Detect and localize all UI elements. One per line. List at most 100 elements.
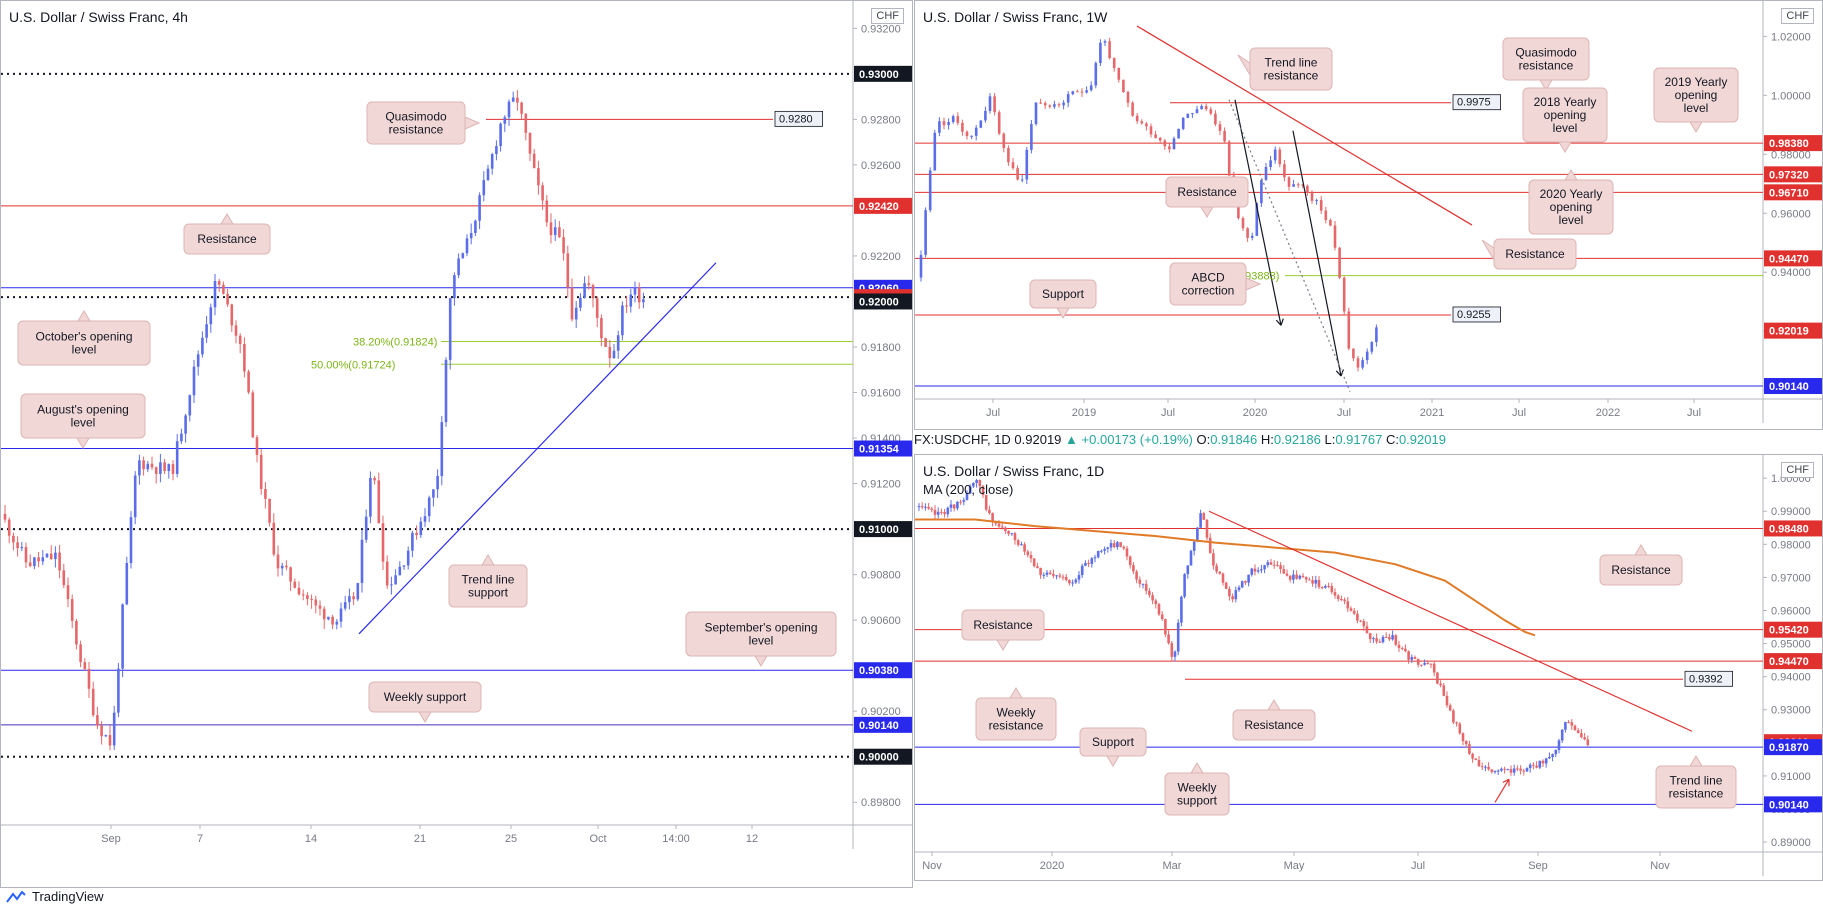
candle-body — [1567, 722, 1570, 724]
chart-panel-4h[interactable]: 0.93200 0.92800 0.92600 0.92200 0.91800 0.916… — [0, 0, 913, 888]
price-tag-text: 0.9975 — [1457, 97, 1491, 109]
callout-box[interactable] — [1493, 238, 1577, 270]
candle-body — [1458, 723, 1462, 734]
candle-body — [1135, 571, 1138, 580]
chart-panel-1w[interactable]: 1.02000 1.00000 0.98000 0.96000 0.94000 0.920… — [914, 0, 1823, 430]
price-label-text: 0.98480 — [1769, 523, 1809, 535]
chart-title: U.S. Dollar / Swiss Franc, 4h — [9, 9, 188, 25]
price-label-text: 0.96710 — [1769, 187, 1809, 199]
candle-body — [1260, 569, 1263, 571]
callout-box[interactable] — [1232, 709, 1316, 741]
candle-body — [633, 287, 637, 295]
candle-body — [1138, 579, 1142, 584]
candle-body — [1164, 619, 1167, 635]
candle-body — [1532, 764, 1535, 766]
candle-body — [62, 570, 66, 586]
candle-body — [335, 621, 339, 625]
candle-body — [1503, 768, 1506, 770]
candle-body — [1544, 758, 1548, 764]
candle-body — [541, 185, 544, 201]
candle-body — [1429, 663, 1433, 665]
callout-box[interactable] — [1169, 262, 1247, 306]
candle-body — [1163, 140, 1167, 147]
callout-box[interactable] — [1599, 554, 1683, 586]
candle-body — [1365, 351, 1369, 361]
chart-1w-canvas[interactable]: 1.02000 1.00000 0.98000 0.96000 0.94000 0.920… — [915, 1, 1823, 430]
candle-body — [1378, 641, 1382, 643]
callout-pointer — [1634, 544, 1648, 556]
candle-body — [1246, 228, 1249, 238]
callout-box[interactable] — [183, 223, 271, 255]
price-label-box — [1764, 520, 1822, 537]
callout-box[interactable] — [1502, 37, 1590, 81]
candle-body — [280, 565, 284, 569]
chart-4h-canvas[interactable]: 0.93200 0.92800 0.92600 0.92200 0.91800 0.916… — [1, 1, 913, 888]
callout-pointer — [481, 554, 495, 566]
currency-badge[interactable]: CHF — [871, 8, 904, 24]
candle-body — [566, 253, 570, 288]
candle-body — [1301, 575, 1305, 578]
price-label-box — [854, 748, 912, 765]
candle-body — [394, 575, 397, 585]
price-label-box — [1764, 184, 1822, 201]
candle-body — [1308, 579, 1311, 581]
callout-pointer — [1056, 307, 1070, 319]
y-tick-label: 0.94000 — [1771, 672, 1811, 684]
x-tick-label: 2022 — [1596, 407, 1620, 419]
candle-body — [1071, 91, 1075, 95]
callout-box[interactable] — [961, 609, 1045, 641]
callout-box[interactable] — [1249, 47, 1333, 91]
candle-body — [1131, 102, 1134, 116]
candle-body — [642, 299, 645, 303]
callout-box[interactable] — [368, 681, 482, 713]
price-label-text: 0.92420 — [859, 201, 899, 213]
chart-1d-canvas[interactable]: 1.000000.990000.980000.970000.960000.950… — [915, 455, 1823, 881]
callout-box[interactable] — [1079, 727, 1147, 757]
callout-text: 2018 Yearly — [1534, 95, 1597, 109]
candle-body — [1436, 672, 1439, 684]
candle-body — [946, 507, 950, 515]
candle-body — [406, 550, 410, 566]
callout-box[interactable] — [1164, 772, 1230, 816]
x-tick-label: Nov — [1650, 860, 1670, 872]
price-label-box — [1764, 166, 1822, 183]
candle-body — [1103, 41, 1107, 43]
candle-body — [1330, 586, 1334, 593]
candle-body — [1356, 613, 1359, 621]
currency-badge[interactable]: CHF — [1781, 8, 1814, 24]
candle-body — [390, 584, 393, 586]
candle-body — [360, 539, 364, 584]
candle-body — [604, 338, 607, 347]
candle-body — [1172, 138, 1176, 150]
callout-box[interactable] — [366, 101, 466, 145]
candle-body — [1244, 581, 1247, 583]
callout-box[interactable] — [1653, 67, 1739, 123]
chart-panel-1d[interactable]: 1.00000 0.99000 0.98000 0.97000 0.96000 0.950… — [914, 454, 1823, 881]
candle-body — [343, 602, 347, 609]
callout-text: Support — [1042, 287, 1085, 301]
candle-body — [268, 498, 271, 523]
candle-body — [1077, 575, 1081, 580]
candle-body — [1333, 225, 1337, 248]
x-tick-label: 14:00 — [662, 833, 690, 845]
callout-box[interactable] — [685, 611, 837, 657]
candle-body — [1349, 608, 1353, 611]
candle-body — [301, 594, 305, 596]
callout-box[interactable] — [975, 697, 1057, 741]
callout-box[interactable] — [448, 564, 528, 608]
callout-box[interactable] — [1528, 179, 1614, 235]
callout-box[interactable] — [20, 393, 146, 439]
footer-branding[interactable]: TradingView — [6, 889, 104, 904]
callout-box[interactable] — [1029, 279, 1097, 309]
candle-body — [991, 513, 994, 523]
candle-body — [956, 501, 959, 509]
candle-body — [461, 253, 465, 259]
candle-body — [1218, 124, 1222, 131]
callout-box[interactable] — [1655, 765, 1737, 809]
callout-box[interactable] — [17, 320, 151, 366]
y-tick-label: 0.95000 — [1771, 639, 1811, 651]
callout-box[interactable] — [1522, 87, 1608, 143]
x-tick-label: 2019 — [1072, 407, 1096, 419]
callout-box[interactable] — [1165, 176, 1249, 208]
currency-badge[interactable]: CHF — [1781, 462, 1814, 478]
